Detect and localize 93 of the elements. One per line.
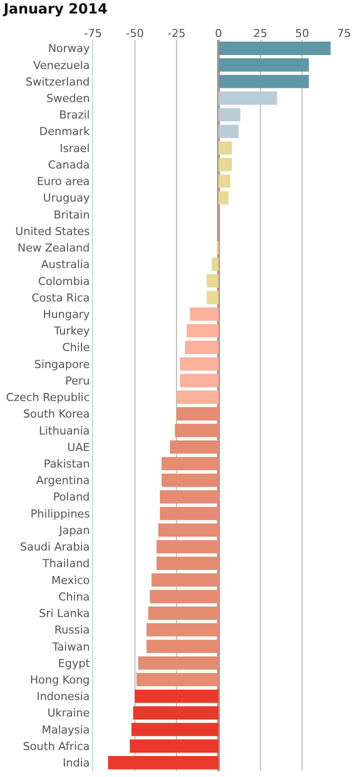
bar (156, 556, 218, 570)
bar (176, 390, 218, 404)
y-tick-label: Colombia (38, 274, 90, 288)
x-tick-label: 50 (295, 26, 310, 40)
y-tick-label: United States (15, 224, 90, 238)
x-tick-label: 75 (337, 26, 351, 40)
y-tick-label: Japan (58, 524, 90, 537)
chart-title: January 2014 (2, 2, 108, 18)
y-tick-label: Uruguay (43, 192, 90, 205)
y-tick-label: Britain (54, 208, 90, 222)
bar (180, 374, 218, 388)
y-tick-label: Euro area (36, 175, 90, 188)
bar (133, 706, 218, 720)
y-tick-label: Argentina (36, 474, 90, 488)
y-tick-label: Venezuela (33, 58, 90, 72)
bar (218, 74, 309, 88)
bar (218, 191, 229, 204)
bar (206, 290, 218, 304)
bar (170, 440, 218, 454)
y-tick-label: Chile (62, 341, 90, 354)
bar (156, 540, 218, 554)
x-tick-label: -50 (126, 26, 144, 40)
y-tick-label: Taiwan (51, 640, 90, 654)
bar (212, 258, 218, 271)
y-tick-label: Switzerland (26, 75, 90, 88)
bar (146, 623, 218, 636)
bar (158, 523, 218, 537)
bar (218, 141, 232, 155)
y-tick-label: Malaysia (42, 723, 90, 736)
bar (162, 457, 218, 470)
y-tick-label: China (58, 590, 90, 604)
bar (185, 340, 218, 354)
y-tick-label: South Korea (23, 408, 90, 421)
y-tick-label: Costa Rica (32, 291, 90, 304)
y-tick-label: Brazil (59, 108, 90, 122)
y-tick-label: Singapore (34, 358, 90, 371)
y-tick-label: Czech Republic (6, 391, 90, 404)
y-tick-label: Hong Kong (30, 673, 90, 686)
y-tick-label: Sweden (46, 92, 90, 105)
y-tick-label: Ukraine (47, 706, 90, 720)
bar (130, 739, 218, 753)
y-tick-label: Pakistan (44, 458, 90, 470)
bar (218, 124, 239, 138)
bar (160, 490, 218, 504)
x-tick-label: 25 (253, 26, 268, 40)
x-tick-label: 0 (215, 26, 222, 40)
y-tick-label: Norway (48, 42, 90, 56)
y-tick-label: Denmark (39, 125, 90, 138)
bar (160, 506, 218, 520)
bar (162, 474, 218, 487)
y-tick-label: Australia (41, 258, 90, 272)
bar (218, 92, 278, 105)
y-tick-label: Peru (65, 374, 90, 388)
y-tick-label: Hungary (42, 308, 90, 321)
y-tick-label: Turkey (52, 324, 90, 338)
bar (131, 722, 218, 736)
bar (190, 307, 218, 321)
bar (218, 174, 230, 188)
bar (146, 640, 218, 654)
y-tick-label: Sri Lanka (38, 607, 90, 620)
bar (152, 573, 218, 587)
y-tick-label: Saudi Arabia (20, 540, 90, 554)
y-tick-label: Canada (48, 158, 90, 172)
bar (218, 58, 309, 72)
bar (218, 158, 232, 172)
y-tick-label: UAE (67, 440, 90, 454)
bar (218, 42, 331, 55)
y-tick-label: Mexico (51, 574, 90, 587)
bar (148, 606, 218, 620)
y-tick-label: India (62, 756, 90, 770)
bar (174, 424, 218, 438)
bar (180, 357, 218, 371)
bar (186, 324, 218, 338)
x-tick-label: -75 (84, 26, 102, 40)
y-tick-label: New Zealand (18, 242, 90, 255)
y-tick-label: Philippines (30, 507, 90, 520)
bar (176, 407, 218, 420)
y-tick-label: Russia (54, 624, 90, 637)
y-tick-label: Lithuania (38, 424, 90, 438)
y-tick-label: Egypt (58, 656, 90, 670)
y-tick-label: Thailand (42, 557, 90, 570)
bar (134, 690, 218, 703)
bar (136, 672, 218, 686)
y-tick-label: Indonesia (36, 690, 90, 704)
bar (150, 590, 218, 604)
bar (138, 656, 218, 670)
y-tick-label: Poland (53, 490, 90, 504)
bar (108, 756, 218, 770)
y-tick-label: Israel (60, 142, 90, 155)
x-tick-label: -25 (168, 26, 186, 40)
y-tick-label: South Africa (22, 740, 90, 753)
bar (206, 274, 218, 288)
bar (218, 108, 240, 122)
